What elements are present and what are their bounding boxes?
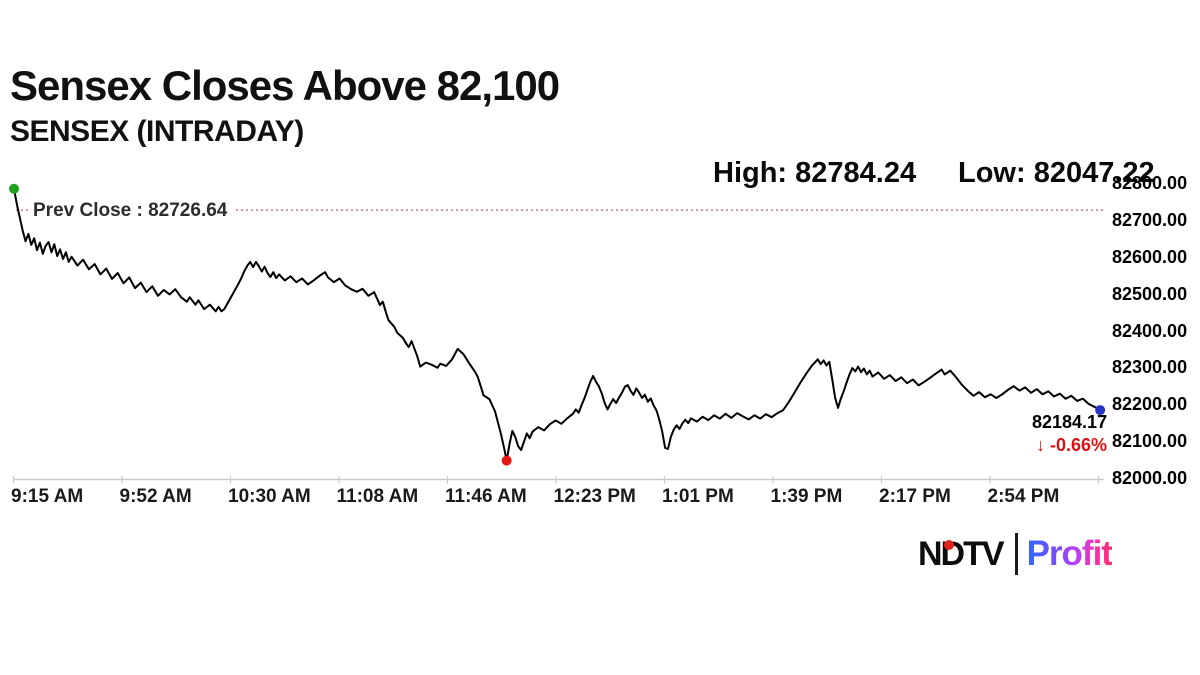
price-line [13, 187, 1102, 462]
x-axis-label: 1:39 PM [770, 486, 843, 507]
open-marker-dot [9, 183, 19, 194]
x-axis-label: 9:52 AM [119, 486, 192, 507]
y-axis-label: 82500.00 [1112, 283, 1188, 304]
x-axis-label: 1:01 PM [662, 486, 734, 507]
x-axis-label: 12:23 PM [553, 486, 636, 507]
ndtv-profit-logo: NDTV Profit [918, 528, 1113, 580]
y-axis-label: 82100.00 [1112, 431, 1188, 452]
last-price-label: 82184.17 [1032, 412, 1108, 432]
prev-close-label: Prev Close : 82726.64 [33, 200, 228, 221]
ndtv-red-dot-icon [944, 539, 954, 550]
change-percent-label: ↓ -0.66% [1036, 435, 1108, 455]
x-axis-label: 11:08 AM [336, 486, 419, 507]
high-value-label: High: 82784.24 [713, 157, 917, 189]
page-title: Sensex Closes Above 82,100 [10, 62, 560, 109]
y-axis-label: 82700.00 [1112, 209, 1188, 230]
ndtv-logo-text: NDTV [918, 534, 1005, 573]
x-axis-label: 2:54 PM [987, 486, 1060, 507]
y-axis-label: 82200.00 [1112, 394, 1188, 415]
y-axis-label: 82600.00 [1112, 246, 1188, 267]
low-marker-dot [501, 455, 512, 466]
x-axis-label: 11:46 AM [445, 486, 527, 507]
x-axis-label: 2:17 PM [879, 486, 951, 507]
profit-logo-text: Profit [1026, 534, 1113, 573]
y-axis-label: 82800.00 [1112, 173, 1188, 193]
logo-divider [1014, 533, 1018, 575]
y-axis-label: 82300.00 [1112, 357, 1188, 378]
close-marker-dot [1095, 405, 1106, 416]
x-axis-label: 10:30 AM [228, 486, 311, 507]
low-value-label: Low: 82047.22 [958, 157, 1155, 189]
x-axis-label: 9:15 AM [11, 486, 84, 507]
y-axis-label: 82400.00 [1112, 320, 1188, 341]
chart-subtitle: SENSEX (INTRADAY) [10, 115, 304, 148]
y-axis-label: 82000.00 [1112, 468, 1188, 488]
